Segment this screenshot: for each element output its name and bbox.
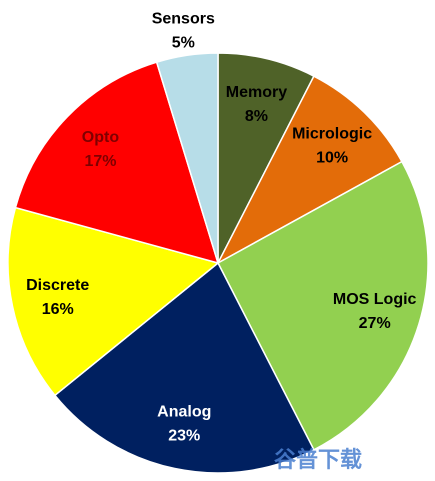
pie-slice bbox=[217, 160, 429, 451]
slice-label: Discrete bbox=[26, 277, 89, 294]
value-label: 27% bbox=[359, 315, 391, 332]
value-label: 5% bbox=[172, 35, 195, 52]
value-label: 10% bbox=[316, 150, 348, 167]
pie-slice bbox=[14, 61, 220, 265]
value-label: 17% bbox=[84, 153, 116, 170]
watermark: 谷普下载 bbox=[274, 447, 362, 472]
slice-label: MOS Logic bbox=[333, 291, 417, 308]
pie-slice bbox=[7, 206, 220, 397]
slice-label: Memory bbox=[226, 84, 287, 101]
slice-label: Micrologic bbox=[292, 126, 372, 143]
slice-label: Analog bbox=[157, 404, 211, 421]
pie-slice bbox=[155, 52, 219, 264]
pie-slice bbox=[217, 52, 315, 264]
slice-label: Sensors bbox=[152, 11, 215, 28]
value-label: 23% bbox=[168, 428, 200, 445]
pie-slice bbox=[216, 75, 403, 265]
value-label: 16% bbox=[42, 301, 74, 318]
value-label: 8% bbox=[245, 108, 268, 125]
slice-label: Opto bbox=[82, 129, 120, 146]
pie-slice bbox=[53, 261, 315, 474]
